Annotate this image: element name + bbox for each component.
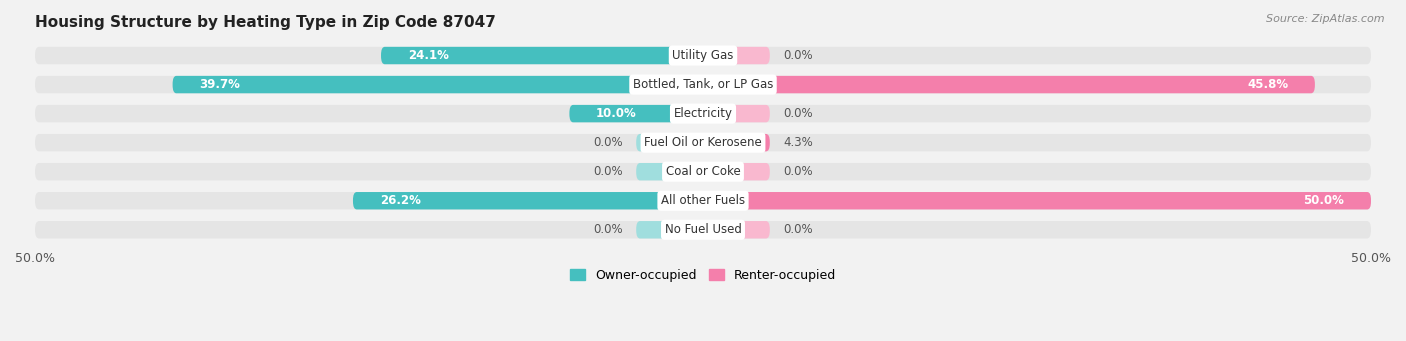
FancyBboxPatch shape xyxy=(636,221,703,238)
Text: Coal or Coke: Coal or Coke xyxy=(665,165,741,178)
Text: Source: ZipAtlas.com: Source: ZipAtlas.com xyxy=(1267,14,1385,24)
FancyBboxPatch shape xyxy=(636,163,703,180)
FancyBboxPatch shape xyxy=(35,163,1371,180)
Text: Fuel Oil or Kerosene: Fuel Oil or Kerosene xyxy=(644,136,762,149)
FancyBboxPatch shape xyxy=(35,47,1371,64)
FancyBboxPatch shape xyxy=(35,105,1371,122)
Text: Utility Gas: Utility Gas xyxy=(672,49,734,62)
Text: All other Fuels: All other Fuels xyxy=(661,194,745,207)
Text: 0.0%: 0.0% xyxy=(783,107,813,120)
FancyBboxPatch shape xyxy=(569,105,703,122)
Text: 50.0%: 50.0% xyxy=(1303,194,1344,207)
Text: 24.1%: 24.1% xyxy=(408,49,449,62)
Text: 26.2%: 26.2% xyxy=(380,194,420,207)
Text: 45.8%: 45.8% xyxy=(1247,78,1288,91)
Text: 0.0%: 0.0% xyxy=(783,165,813,178)
FancyBboxPatch shape xyxy=(703,47,770,64)
FancyBboxPatch shape xyxy=(35,221,1371,238)
FancyBboxPatch shape xyxy=(703,163,770,180)
Text: 0.0%: 0.0% xyxy=(593,223,623,236)
Text: 4.3%: 4.3% xyxy=(783,136,813,149)
Text: Housing Structure by Heating Type in Zip Code 87047: Housing Structure by Heating Type in Zip… xyxy=(35,15,496,30)
Text: 0.0%: 0.0% xyxy=(783,49,813,62)
FancyBboxPatch shape xyxy=(381,47,703,64)
FancyBboxPatch shape xyxy=(636,134,703,151)
FancyBboxPatch shape xyxy=(35,76,1371,93)
Text: 10.0%: 10.0% xyxy=(596,107,637,120)
FancyBboxPatch shape xyxy=(35,134,1371,151)
Text: Electricity: Electricity xyxy=(673,107,733,120)
Text: No Fuel Used: No Fuel Used xyxy=(665,223,741,236)
Text: 0.0%: 0.0% xyxy=(593,136,623,149)
Text: Bottled, Tank, or LP Gas: Bottled, Tank, or LP Gas xyxy=(633,78,773,91)
Text: 39.7%: 39.7% xyxy=(200,78,240,91)
FancyBboxPatch shape xyxy=(35,192,1371,209)
FancyBboxPatch shape xyxy=(703,134,770,151)
FancyBboxPatch shape xyxy=(703,76,1315,93)
FancyBboxPatch shape xyxy=(353,192,703,209)
Legend: Owner-occupied, Renter-occupied: Owner-occupied, Renter-occupied xyxy=(565,264,841,287)
FancyBboxPatch shape xyxy=(703,105,770,122)
FancyBboxPatch shape xyxy=(703,221,770,238)
Text: 0.0%: 0.0% xyxy=(593,165,623,178)
FancyBboxPatch shape xyxy=(703,192,1371,209)
FancyBboxPatch shape xyxy=(173,76,703,93)
Text: 0.0%: 0.0% xyxy=(783,223,813,236)
